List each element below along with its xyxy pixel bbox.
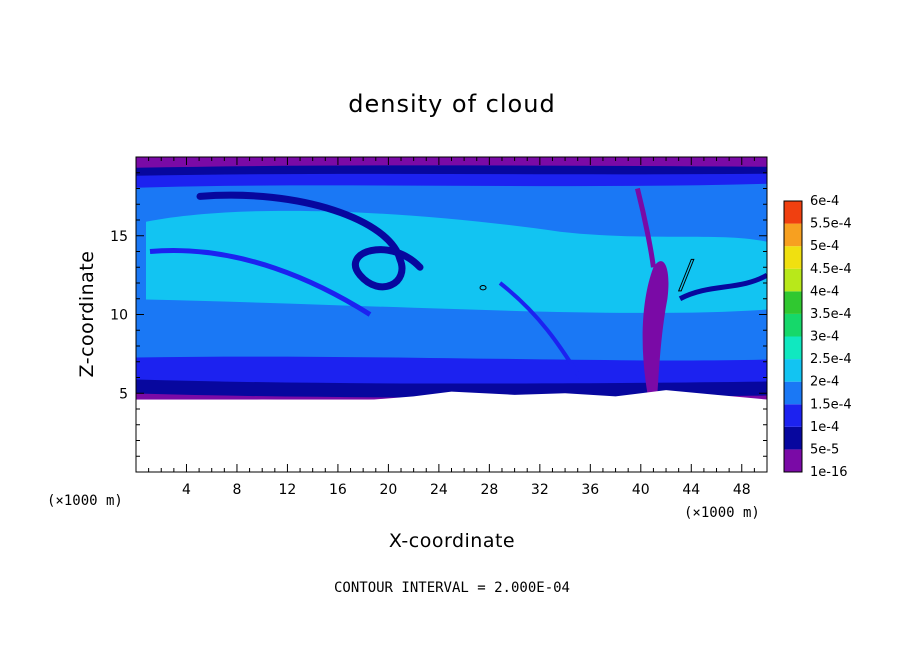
plume-stem [634, 187, 656, 268]
density-field [136, 157, 767, 472]
x-tick-label: 20 [379, 482, 397, 498]
colorbar-swatch [784, 449, 802, 472]
filament-secondary [149, 248, 372, 317]
clear-air-region [136, 390, 767, 472]
chart-title: density of cloud [348, 90, 555, 118]
y-tick-label: 5 [119, 386, 128, 402]
colorbar: 1e-16 5e-5 1e-4 1.5e-4 2e-4 2.5e-4 3e-4 3.5e-4 4… [783, 194, 852, 480]
x-tick-label: 12 [279, 482, 297, 498]
colorbar-swatch [784, 291, 802, 314]
colorbar-label: 3.5e-4 [810, 307, 852, 322]
colorbar-swatch [784, 246, 802, 269]
x-tick-label: 4 [182, 482, 191, 498]
colorbar-label: 1.5e-4 [810, 397, 852, 412]
colorbar-label: 3e-4 [810, 330, 839, 345]
colorbar-swatch [784, 381, 802, 405]
colorbar-label: 4e-4 [810, 284, 839, 299]
y-tick-label: 10 [110, 308, 128, 324]
colorbar-swatch [784, 426, 802, 450]
contour-outline [479, 285, 487, 291]
x-tick-label: 48 [733, 482, 751, 498]
colorbar-label: 5.5e-4 [810, 217, 852, 232]
colorbar-swatch [784, 201, 802, 224]
x-unit-label-right: (×1000 m) [684, 505, 760, 521]
y-tick-label: 15 [110, 229, 128, 245]
colorbar-swatch [784, 223, 802, 247]
colorbar-swatch [784, 336, 802, 360]
x-tick-label: 16 [329, 482, 347, 498]
vortex-filament [196, 191, 424, 291]
y-axis-ticks: 5 10 15 [110, 172, 767, 457]
x-tick-label: 28 [480, 482, 498, 498]
y-axis-title: Z-coordinate [76, 251, 98, 378]
filament-tertiary [498, 281, 582, 379]
colorbar-label: 5e-4 [810, 239, 839, 254]
colorbar-label: 4.5e-4 [810, 262, 852, 277]
colorbar-swatch [784, 359, 802, 382]
x-unit-label-left: (×1000 m) [47, 493, 123, 509]
colorbar-label: 1e-4 [810, 420, 839, 435]
contour-interval-label: CONTOUR INTERVAL = 2.000E-04 [334, 580, 570, 596]
colorbar-swatch [784, 268, 802, 292]
right-filament [678, 272, 767, 301]
x-tick-label: 36 [581, 482, 599, 498]
colorbar-swatch [784, 404, 802, 427]
colorbar-label: 1e-16 [810, 465, 848, 480]
contour-outline [677, 258, 695, 292]
colorbar-label: 6e-4 [810, 194, 839, 209]
x-axis-ticks: 4 8 12 16 20 24 28 32 36 40 44 48 [148, 157, 755, 498]
colorbar-label: 2e-4 [810, 375, 839, 390]
x-tick-label: 8 [232, 482, 241, 498]
colorbar-swatch [784, 313, 802, 337]
colorbar-frame [783, 200, 803, 473]
colorbar-label: 5e-5 [810, 442, 839, 457]
colorbar-label: 2.5e-4 [810, 352, 852, 367]
plume-core [642, 261, 669, 394]
x-tick-label: 44 [682, 482, 700, 498]
x-tick-label: 32 [531, 482, 549, 498]
cloud-core [146, 210, 767, 313]
x-tick-label: 40 [632, 482, 650, 498]
x-tick-label: 24 [430, 482, 448, 498]
x-axis-title: X-coordinate [389, 530, 515, 552]
